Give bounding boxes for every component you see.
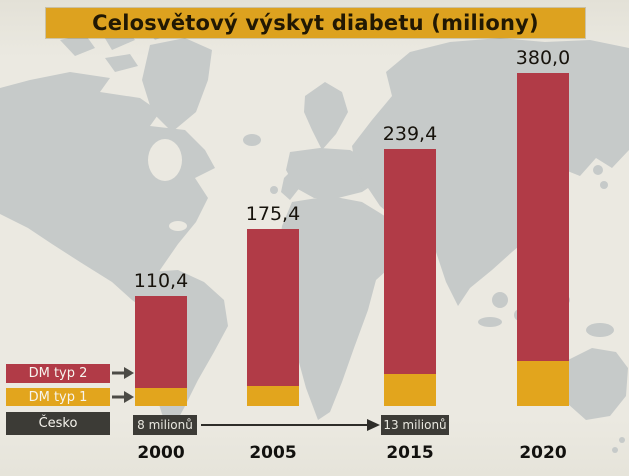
year-label-2020: 2020 — [519, 443, 567, 463]
chart-title-bar: Celosvětový výskyt diabetu (miliony) — [46, 8, 585, 38]
bar-2000-dm-typ-1 — [135, 388, 187, 406]
annotation-13-milionu-label: 13 milionů — [383, 418, 447, 432]
value-label-2000: 110,4 — [133, 270, 189, 292]
legend-item-dm-typ-2: DM typ 2 — [6, 364, 110, 383]
year-label-2000: 2000 — [137, 443, 185, 463]
bar-2020-dm-typ-1 — [517, 361, 569, 406]
year-label-2005: 2005 — [249, 443, 297, 463]
annotation-8-milionu-label: 8 milionů — [137, 418, 193, 432]
bar-2015-dm-typ-1 — [384, 374, 436, 406]
legend-label-cesko: Česko — [38, 416, 78, 431]
legend-item-dm-typ-1: DM typ 1 — [6, 388, 110, 406]
legend-label-dm-typ-2: DM typ 2 — [28, 366, 88, 381]
year-label-2015: 2015 — [386, 443, 434, 463]
annotation-8-milionu: 8 milionů — [133, 415, 197, 435]
annotation-13-milionu: 13 milionů — [381, 415, 449, 435]
bar-2000-dm-typ-2 — [135, 296, 187, 388]
annotation-arrow-icon — [201, 419, 380, 431]
bar-2005-dm-typ-2 — [247, 229, 299, 386]
legend-item-cesko: Česko — [6, 412, 110, 435]
bar-2020-dm-typ-2 — [517, 73, 569, 361]
legend-label-dm-typ-1: DM typ 1 — [28, 389, 88, 405]
value-label-2015: 239,4 — [382, 123, 438, 145]
legend-arrow-dm1-icon — [112, 391, 134, 403]
bar-2005-dm-typ-1 — [247, 386, 299, 406]
value-label-2020: 380,0 — [515, 47, 571, 69]
legend-arrow-dm2-icon — [112, 367, 134, 379]
value-label-2005: 175,4 — [245, 203, 301, 225]
chart-title: Celosvětový výskyt diabetu (miliony) — [92, 11, 539, 35]
bar-2015-dm-typ-2 — [384, 149, 436, 374]
